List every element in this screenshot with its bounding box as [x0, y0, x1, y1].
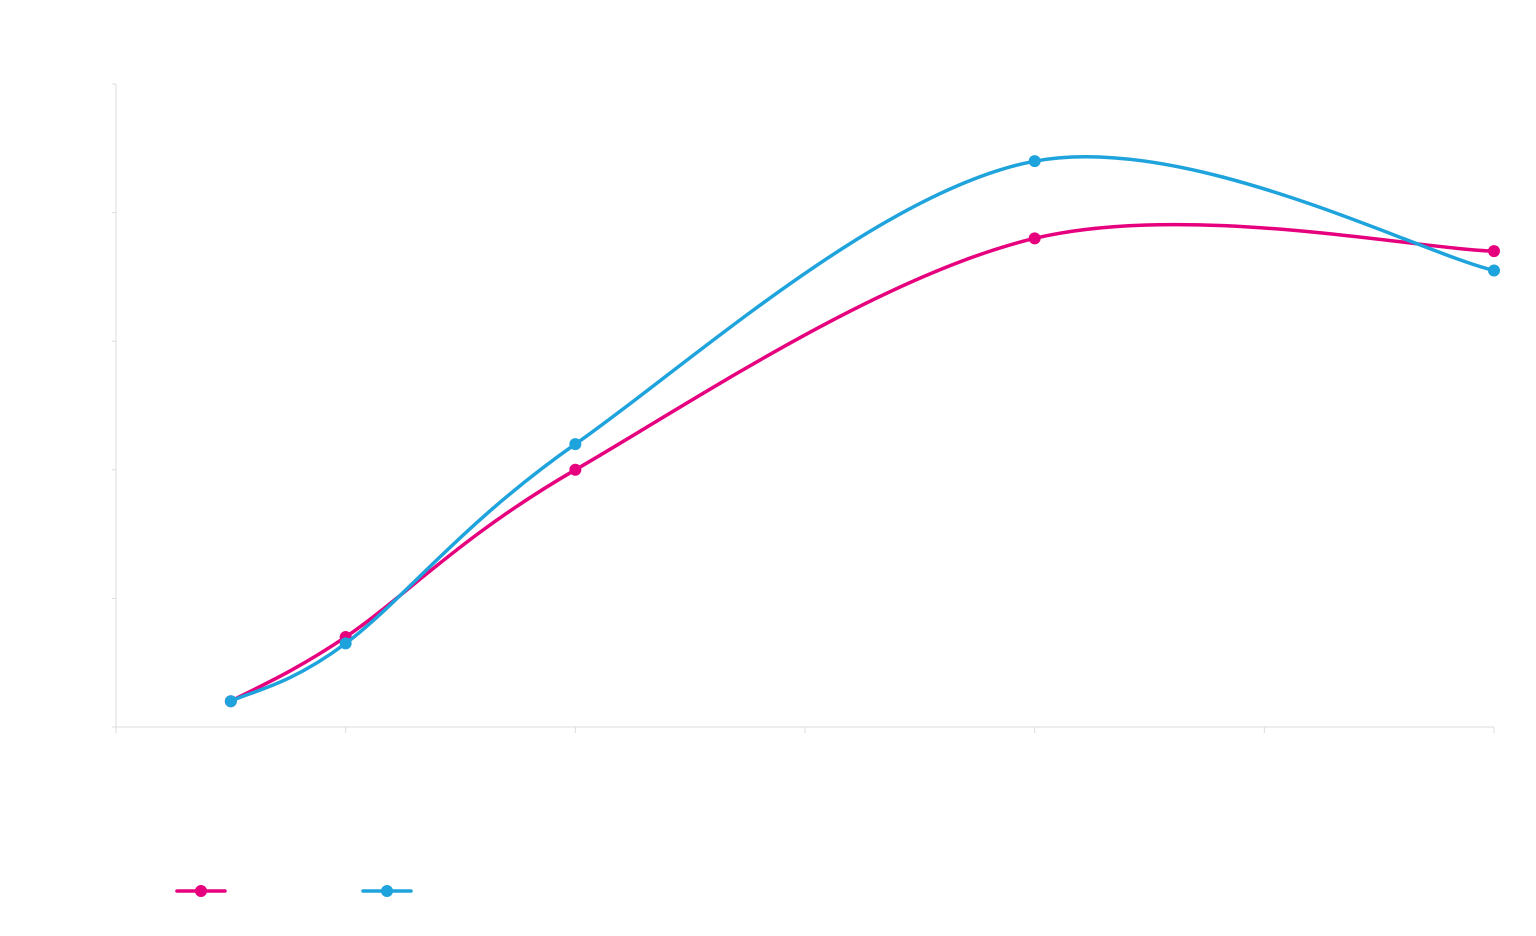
series-1-line	[229, 222, 1496, 704]
series-2-point-2	[339, 637, 352, 650]
legend-item-2	[361, 885, 413, 897]
series-2-line	[229, 155, 1496, 704]
series-2-point-3	[569, 438, 582, 451]
series-group	[224, 155, 1500, 708]
series-2-point-5	[1488, 264, 1500, 277]
legend-swatch-marker-2	[381, 885, 393, 897]
series-2	[224, 155, 1500, 708]
legend-swatch-marker-1	[195, 885, 207, 897]
series-2-point-4	[1028, 155, 1041, 168]
axes	[112, 83, 1495, 733]
legend	[175, 885, 413, 897]
series-2-point-1	[224, 695, 237, 708]
series-1-point-5	[1488, 245, 1500, 258]
series-1-point-3	[569, 463, 582, 476]
series-1	[224, 222, 1500, 708]
legend-item-1	[175, 885, 227, 897]
series-1-point-4	[1028, 232, 1041, 245]
